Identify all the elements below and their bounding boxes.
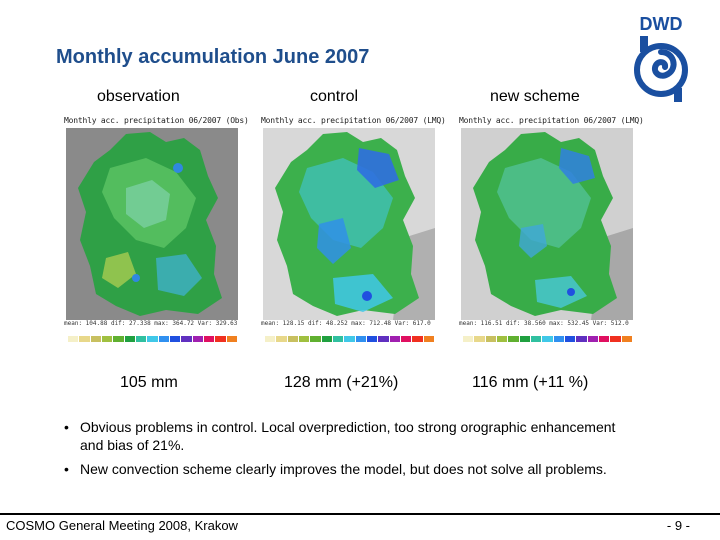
bullet-icon: •	[64, 461, 69, 477]
colorbar	[463, 336, 633, 346]
colorbar-swatch	[332, 336, 345, 342]
colorbar-swatch	[215, 336, 227, 342]
label-observation: observation	[97, 88, 180, 105]
precip-map-new-scheme	[461, 128, 633, 320]
colorbar-swatch	[412, 336, 424, 342]
colorbar-swatch	[169, 336, 182, 342]
colorbar-swatch	[113, 336, 125, 342]
colorbar-swatch	[135, 336, 148, 342]
colorbar-swatch	[423, 336, 435, 342]
colorbar-swatch	[181, 336, 193, 342]
colorbar-swatch	[530, 336, 543, 342]
colorbar-swatch	[519, 336, 531, 342]
colorbar	[68, 336, 238, 346]
colorbar-swatch	[542, 336, 554, 342]
panel-stats: mean: 128.15 dif: 48.252 max: 712.48 Var…	[261, 320, 431, 327]
colorbar-swatch	[310, 336, 322, 342]
colorbar-swatch	[474, 336, 486, 342]
bullet-text: New convection scheme clearly improves t…	[80, 461, 607, 477]
total-new-scheme: 116 mm (+11 %)	[472, 374, 589, 391]
colorbar-swatch	[321, 336, 333, 342]
colorbar	[265, 336, 435, 346]
bullet-icon: •	[64, 419, 69, 435]
colorbar-swatch	[587, 336, 599, 342]
label-new-scheme: new scheme	[490, 88, 580, 105]
page-number: - 9 -	[666, 518, 690, 533]
colorbar-swatch	[298, 336, 311, 342]
colorbar-swatch	[553, 336, 565, 342]
map-panel-new-scheme: Monthly acc. precipitation 06/2007 (LMQ)…	[457, 114, 644, 350]
colorbar-swatch	[610, 336, 622, 342]
colorbar-swatch	[124, 336, 136, 342]
colorbar-swatch	[621, 336, 633, 342]
colorbar-swatch	[366, 336, 379, 342]
map-panel-control: Monthly acc. precipitation 06/2007 (LMQ)…	[259, 114, 446, 350]
footer-divider	[0, 513, 720, 515]
colorbar-swatch	[68, 336, 80, 342]
precip-map-control	[263, 128, 435, 320]
colorbar-swatch	[192, 336, 204, 342]
colorbar-swatch	[147, 336, 159, 342]
colorbar-swatch	[287, 336, 299, 342]
colorbar-swatch	[276, 336, 288, 342]
bullet-item: • Obvious problems in control. Local over…	[64, 418, 624, 454]
dwd-logo: DWD	[634, 14, 688, 102]
colorbar-swatch	[463, 336, 475, 342]
panel-stats: mean: 104.88 dif: 27.338 max: 364.72 Var…	[64, 320, 238, 327]
colorbar-swatch	[389, 336, 401, 342]
colorbar-swatch	[344, 336, 356, 342]
colorbar-swatch	[508, 336, 520, 342]
colorbar-swatch	[101, 336, 114, 342]
bullet-list: • Obvious problems in control. Local over…	[64, 418, 624, 484]
bullet-item: • New convection scheme clearly improves …	[64, 460, 624, 478]
colorbar-swatch	[203, 336, 216, 342]
colorbar-swatch	[564, 336, 577, 342]
panel-caption: Monthly acc. precipitation 06/2007 (LMQ)	[261, 116, 446, 125]
colorbar-swatch	[378, 336, 390, 342]
colorbar-swatch	[598, 336, 611, 342]
bullet-text: Obvious problems in control. Local overp…	[80, 419, 616, 453]
colorbar-swatch	[496, 336, 509, 342]
colorbar-swatch	[158, 336, 170, 342]
total-observation: 105 mm	[120, 374, 178, 391]
colorbar-swatch	[265, 336, 277, 342]
label-control: control	[310, 88, 359, 105]
panel-caption: Monthly acc. precipitation 06/2007 (Obs)	[64, 116, 249, 125]
colorbar-swatch	[79, 336, 91, 342]
panel-caption: Monthly acc. precipitation 06/2007 (LMQ)	[459, 116, 644, 125]
colorbar-swatch	[485, 336, 497, 342]
colorbar-swatch	[90, 336, 102, 342]
colorbar-swatch	[576, 336, 588, 342]
footer-event: COSMO General Meeting 2008, Krakow	[6, 518, 238, 533]
logo-text: DWD	[640, 14, 683, 34]
colorbar-swatch	[400, 336, 413, 342]
colorbar-swatch	[226, 336, 238, 342]
colorbar-swatch	[355, 336, 367, 342]
total-control: 128 mm (+21%)	[284, 374, 399, 391]
precip-map-observation	[66, 128, 238, 320]
map-panel-observation: Monthly acc. precipitation 06/2007 (Obs)…	[62, 114, 249, 350]
slide-title: Monthly accumulation June 2007	[56, 46, 370, 68]
panel-stats: mean: 116.51 dif: 38.560 max: 532.45 Var…	[459, 320, 629, 327]
